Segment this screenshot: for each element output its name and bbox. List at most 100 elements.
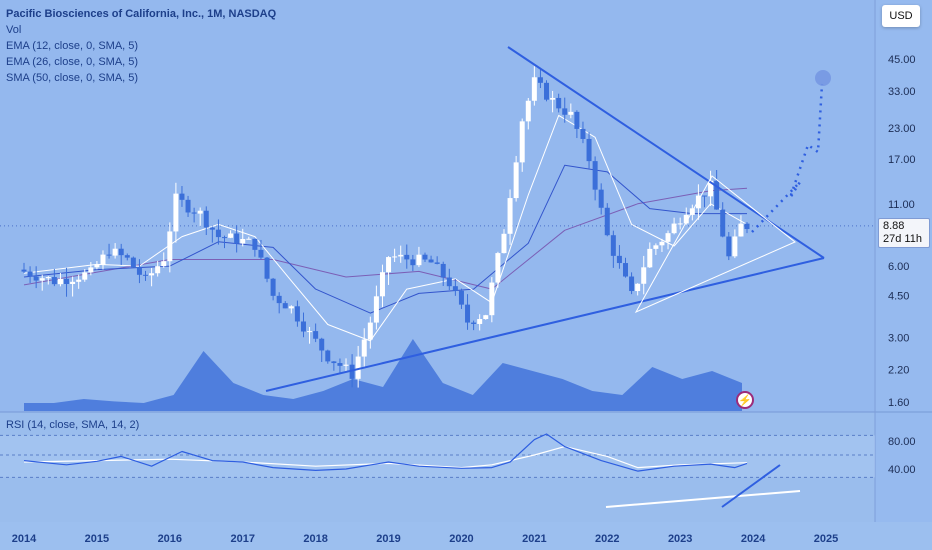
candle-body xyxy=(525,100,531,122)
price-tick-label: 3.00 xyxy=(888,332,909,344)
candle-body xyxy=(677,223,683,225)
candle-body xyxy=(489,282,495,316)
candle-body xyxy=(701,195,707,197)
candle-body xyxy=(197,210,203,214)
candle-body xyxy=(501,233,507,254)
candle-body xyxy=(88,267,94,273)
candle-body xyxy=(610,235,616,256)
candle-body xyxy=(404,254,410,260)
time-tick-label: 2018 xyxy=(303,533,327,545)
candle-body xyxy=(598,189,604,208)
indicator-vol[interactable]: Vol xyxy=(6,24,22,36)
candle-body xyxy=(349,364,355,379)
candle-body xyxy=(568,111,574,115)
candle-body xyxy=(446,277,452,287)
candle-body xyxy=(307,331,313,333)
price-tick-label: 23.00 xyxy=(888,123,916,135)
candle-body xyxy=(537,77,543,83)
candle-body xyxy=(477,319,483,324)
indicator-ema26[interactable]: EMA (26, close, 0, SMA, 5) xyxy=(6,56,139,68)
candle-body xyxy=(635,283,641,292)
candle-body xyxy=(580,128,586,139)
candle-body xyxy=(337,363,343,366)
ema26-line xyxy=(23,164,747,314)
candle-body xyxy=(507,198,513,234)
candle-body xyxy=(282,303,288,309)
candle-body xyxy=(70,281,76,285)
price-tick-label: 45.00 xyxy=(888,54,916,66)
candle-body xyxy=(45,277,51,279)
candle-body xyxy=(57,278,63,285)
projected-path xyxy=(751,83,824,233)
candle-body xyxy=(604,207,610,236)
candle-body xyxy=(410,259,416,266)
candle-body xyxy=(167,231,173,262)
candle-body xyxy=(586,138,592,162)
candle-body xyxy=(246,238,252,240)
candle-body xyxy=(592,161,598,190)
candle-body xyxy=(720,209,726,237)
last-price: 8.88 xyxy=(883,220,905,232)
last-price-tag: 8.88 27d 11h xyxy=(878,218,930,248)
candle-body xyxy=(355,356,361,379)
candle-body xyxy=(106,254,112,256)
indicator-sma50[interactable]: SMA (50, close, 0, SMA, 5) xyxy=(6,72,139,84)
candle-body xyxy=(179,193,185,200)
rsi-legend[interactable]: RSI (14, close, SMA, 14, 2) xyxy=(6,419,140,431)
candle-body xyxy=(452,286,458,291)
candle-body xyxy=(744,223,750,230)
candle-body xyxy=(173,193,179,232)
rsi-tick-label: 80.00 xyxy=(888,436,916,448)
candle-body xyxy=(27,271,33,277)
candle-body xyxy=(556,97,562,109)
time-tick-label: 2025 xyxy=(814,533,838,545)
time-tick-label: 2021 xyxy=(522,533,546,545)
candle-body xyxy=(100,254,106,265)
candle-body xyxy=(714,180,720,210)
time-tick-label: 2019 xyxy=(376,533,400,545)
volume-area xyxy=(24,339,742,411)
price-tick-label: 2.20 xyxy=(888,364,909,376)
candle-body xyxy=(562,108,568,115)
candle-body xyxy=(94,264,100,268)
candle-body xyxy=(659,241,665,246)
candle-body xyxy=(228,233,234,238)
candle-body xyxy=(51,277,57,285)
currency-button[interactable]: USD xyxy=(882,5,920,27)
time-tick-label: 2022 xyxy=(595,533,619,545)
rsi-band xyxy=(0,435,875,478)
candle-body xyxy=(112,248,118,256)
candle-body xyxy=(331,361,337,364)
candle-body xyxy=(191,212,197,214)
candle-body xyxy=(64,278,70,285)
lightning-icon[interactable]: ⚡ xyxy=(736,391,754,409)
candle-body xyxy=(440,263,446,278)
candle-body xyxy=(149,273,155,276)
price-tick-label: 4.50 xyxy=(888,291,909,303)
price-scale-bg xyxy=(875,0,932,522)
candle-body xyxy=(726,236,732,257)
symbol-title[interactable]: Pacific Biosciences of California, Inc.,… xyxy=(6,8,277,20)
candle-body xyxy=(21,269,27,272)
rsi-breakout-line xyxy=(721,464,781,508)
candle-body xyxy=(325,350,331,362)
rsi-support-line xyxy=(605,490,801,508)
candle-body xyxy=(161,261,167,267)
sma50-line xyxy=(23,187,748,290)
indicator-ema12[interactable]: EMA (12, close, 0, SMA, 5) xyxy=(6,40,139,52)
candle-body xyxy=(519,121,525,163)
candle-body xyxy=(379,272,385,297)
white-triangle xyxy=(634,175,796,314)
candle-body xyxy=(118,248,124,256)
candle-body xyxy=(288,306,294,309)
candle-body xyxy=(294,306,300,322)
candle-body xyxy=(386,257,392,273)
candle-body xyxy=(300,321,306,332)
time-tick-label: 2024 xyxy=(741,533,766,545)
candle-body xyxy=(665,233,671,242)
candle-body xyxy=(82,272,88,280)
candle-body xyxy=(483,315,489,320)
rsi-ma-line xyxy=(23,446,748,469)
